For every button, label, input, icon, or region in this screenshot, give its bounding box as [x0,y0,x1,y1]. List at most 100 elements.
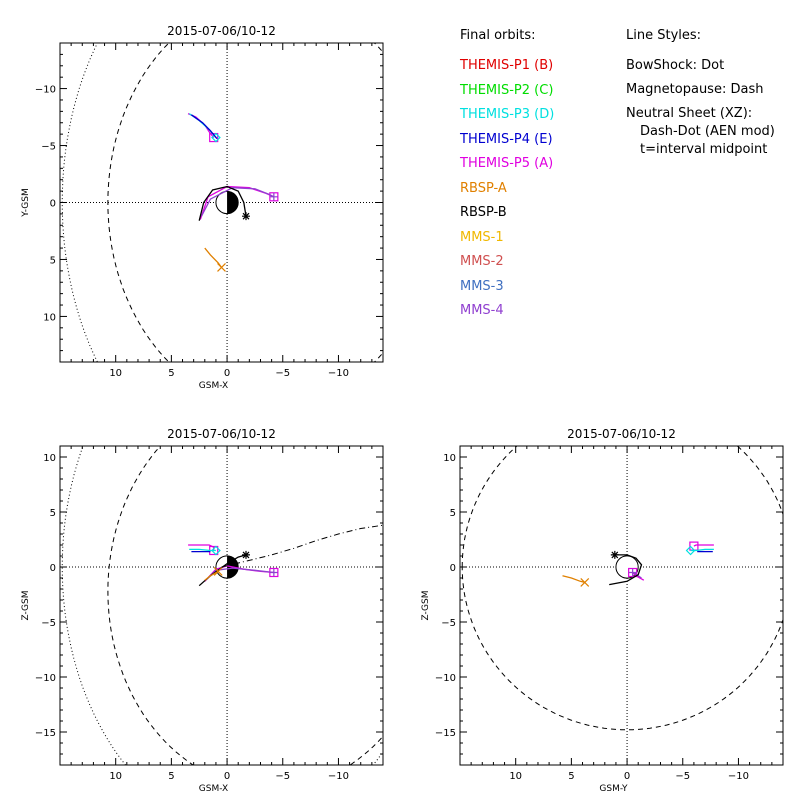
plot-panel: 2015-07-06/10-12 GSM-X Y-GSM 10 5 0 −5 −10 −10 −5… [21,24,384,391]
data-point [628,568,637,577]
legend-item: MMS-3 [460,278,504,294]
data-point [580,577,590,587]
x-tick-label: 0 [224,368,230,379]
line-style-magnetopause: Magnetopause: Dash [626,82,764,97]
plot-frame [59,445,384,766]
orbit-series [628,568,642,579]
orbit-track [221,524,383,568]
orbit-series [204,566,223,581]
y-tick-label: −15 [435,728,456,739]
data-point [213,566,223,576]
orbit-series [189,545,221,556]
plot-panel: 2015-07-06/10-12 GSM-Y Z-GSM 10 5 0 −5 −10 −15 −1… [421,427,784,794]
plot-frame [459,445,784,766]
line-styles-title: Line Styles: [626,28,702,43]
magnetopause-line [107,43,383,362]
y-tick-label: 10 [43,453,56,464]
plot-area [60,446,383,765]
plot-panel: 2015-07-06/10-12 GSM-X Z-GSM 10 5 0 −5 −10 −15 −1… [21,427,384,794]
line-style-neutral-sheet: Neutral Sheet (XZ): [626,106,753,121]
legend-item: MMS-4 [460,303,504,318]
data-point [211,545,221,556]
data-point [689,541,699,551]
legend-item: THEMIS-P3 (D) [460,107,555,122]
y-tick-label: 0 [50,563,56,574]
legend-item: THEMIS-P1 (B) [460,58,554,73]
x-axis-label: GSM-X [199,381,228,391]
orbit-series [187,113,219,143]
legend-item: RBSP-B [460,205,507,220]
y-tick-label: −10 [35,85,56,96]
y-tick-label: 5 [450,508,456,519]
x-tick-label: −10 [728,771,749,782]
y-axis-label: Z-GSM [21,590,31,620]
orbit-track [690,548,714,552]
plot-title: 2015-07-06/10-12 [567,427,676,441]
orbit-track [191,114,218,140]
line-style-bowshock: BowShock: Dot [626,58,725,73]
earth-night-side [227,191,239,214]
legend-item: THEMIS-P5 (A) [460,156,554,171]
orbit-series [221,524,383,568]
x-axis-label: GSM-Y [599,784,628,794]
orbit-series [562,575,590,587]
orbit-track [693,544,714,547]
y-tick-label: −5 [41,142,56,153]
y-tick-label: −15 [35,728,56,739]
plot-area [60,43,383,362]
data-point [242,550,251,559]
orbit-series [198,185,251,221]
data-point [610,550,619,559]
data-point [269,568,278,577]
orbit-track [198,185,247,221]
magnetopause-line [107,446,383,765]
legend-item: MMS-1 [460,229,504,245]
x-tick-label: 5 [168,368,174,379]
orbit-track [200,187,275,217]
x-tick-label: −10 [328,771,349,782]
y-tick-label: −10 [435,673,456,684]
data-point [269,192,278,201]
orbit-series [200,187,278,217]
y-tick-label: −5 [441,618,456,629]
orbit-track [189,548,216,552]
orbit-series [685,545,714,556]
y-tick-label: 0 [50,199,56,210]
x-tick-label: 0 [224,771,230,782]
x-tick-label: −5 [675,771,690,782]
line-style-midpoint: t=interval midpoint [640,142,768,157]
data-point [685,545,696,556]
legend-item: THEMIS-P2 (C) [460,82,554,98]
y-tick-label: 0 [450,563,456,574]
y-tick-label: −5 [41,618,56,629]
plot-title: 2015-07-06/10-12 [167,24,276,38]
line-style-dashdot: Dash-Dot (AEN mod) [640,124,775,139]
legend-item: RBSP-A [460,180,507,196]
orbit-series [204,247,226,272]
legend-title: Final orbits: [460,28,536,43]
y-axis-label: Z-GSM [421,590,431,620]
x-tick-label: 10 [109,368,122,379]
x-tick-label: 5 [568,771,574,782]
y-tick-label: 5 [50,255,56,266]
magnetopause-line [461,446,783,731]
data-point [242,212,251,221]
x-tick-label: −5 [275,368,290,379]
x-tick-label: 0 [624,771,630,782]
legend-item: MMS-2 [460,254,504,269]
orbit-track [609,554,643,586]
y-tick-label: 10 [43,312,56,323]
y-tick-label: 10 [443,453,456,464]
legend-item: THEMIS-P4 (E) [460,131,553,147]
x-tick-label: −10 [328,368,349,379]
y-axis-label: Y-GSM [21,188,31,217]
x-tick-label: −5 [275,771,290,782]
data-point [217,263,226,272]
y-tick-label: −10 [35,673,56,684]
x-axis-label: GSM-X [199,784,228,794]
plot-area [460,446,783,765]
data-point [211,132,221,143]
x-tick-label: 10 [109,771,122,782]
x-tick-label: 10 [509,771,522,782]
plot-title: 2015-07-06/10-12 [167,427,276,441]
